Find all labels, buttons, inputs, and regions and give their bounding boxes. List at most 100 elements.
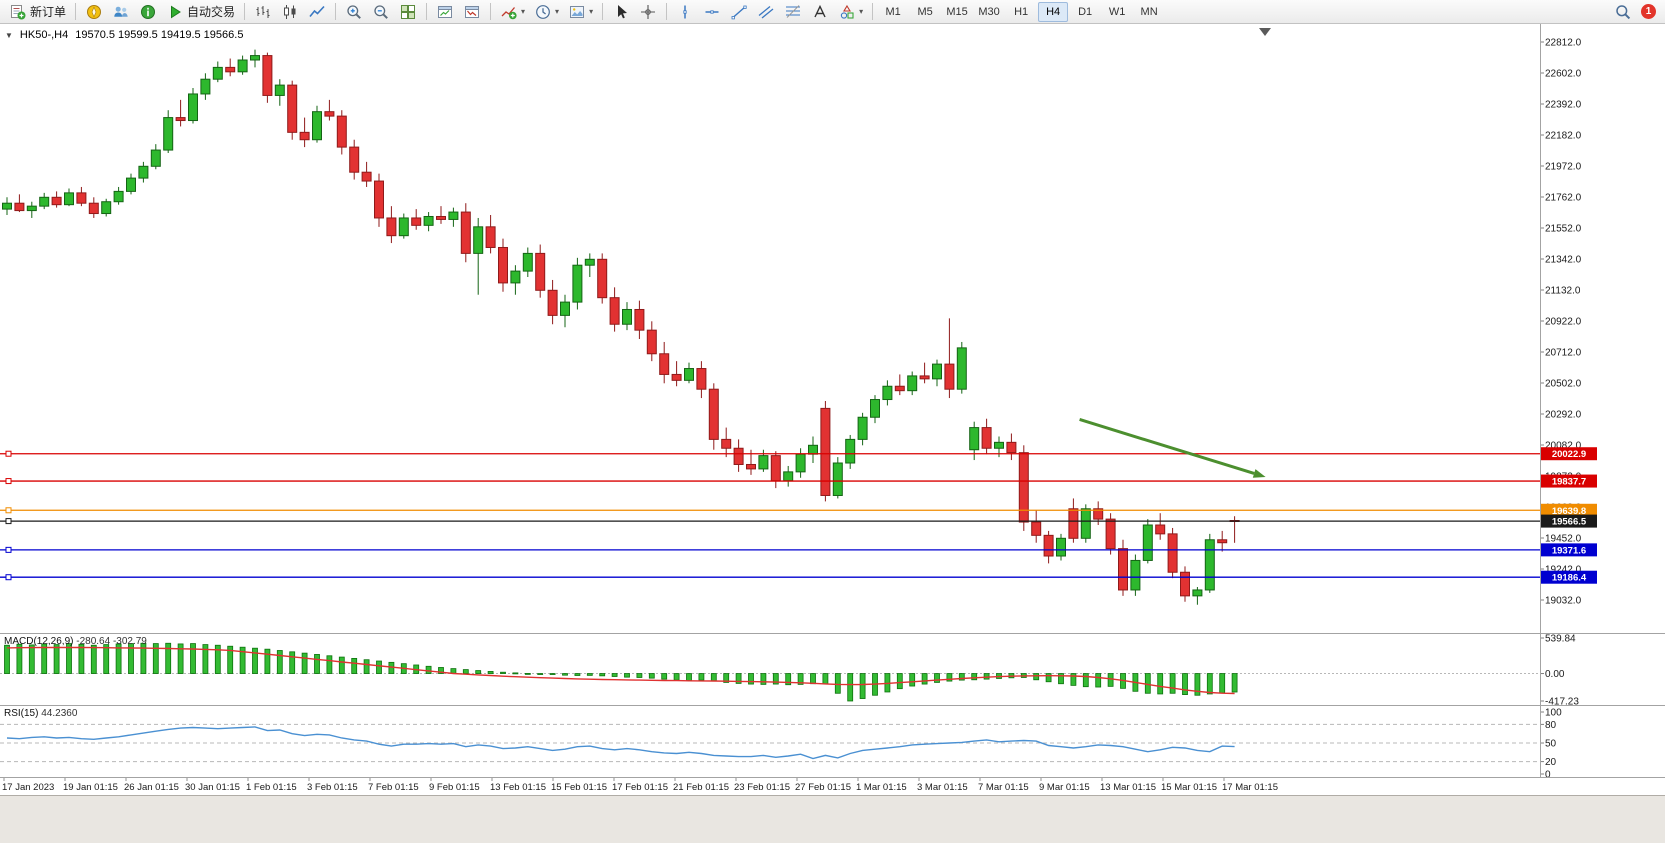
periods-button[interactable]: ▾ xyxy=(530,1,563,23)
svg-text:19 Jan 01:15: 19 Jan 01:15 xyxy=(63,782,118,793)
trend-arrow[interactable] xyxy=(1079,418,1266,478)
chart-area: 22812.0 22602.0 22392.0 22182.0 21972.0 21762… xyxy=(0,24,1665,843)
svg-text:20082.0: 20082.0 xyxy=(1545,441,1582,452)
equidistant-channel-button[interactable] xyxy=(753,1,779,23)
line-handle[interactable] xyxy=(5,450,12,457)
svg-text:9 Feb 01:15: 9 Feb 01:15 xyxy=(429,782,480,793)
text-label-button[interactable] xyxy=(807,1,833,23)
vline-icon xyxy=(683,5,687,18)
line-chart-button[interactable] xyxy=(304,1,330,23)
timeframe-d1[interactable]: D1 xyxy=(1078,5,1093,18)
toolbar-separator xyxy=(335,3,337,20)
template-icon xyxy=(570,5,585,18)
timeframe-h1[interactable]: H1 xyxy=(1014,5,1029,18)
svg-text:21972.0: 21972.0 xyxy=(1545,162,1582,173)
timeframe-toolbar: M1 M5 M15 M30 H1 H4 D1 W1 MN xyxy=(878,1,1164,22)
horizontal-line-button[interactable] xyxy=(699,1,725,23)
line-handle[interactable] xyxy=(5,574,12,581)
price-line-19371-6[interactable] xyxy=(0,546,1540,553)
timeframe-w1[interactable]: W1 xyxy=(1108,5,1126,18)
timeframe-h4[interactable]: H4 xyxy=(1038,1,1069,22)
bar-chart-button[interactable] xyxy=(250,1,276,23)
macd-signal-line xyxy=(6,646,1235,695)
svg-text:21342.0: 21342.0 xyxy=(1545,255,1582,266)
svg-text:20: 20 xyxy=(1545,757,1557,768)
svg-text:27 Feb 01:15: 27 Feb 01:15 xyxy=(795,782,851,793)
price-tag-19639-8: 19639.8 xyxy=(1541,503,1597,517)
line-handle[interactable] xyxy=(5,546,12,553)
notification-badge[interactable]: 1 xyxy=(1641,4,1656,19)
svg-text:13 Feb 01:15: 13 Feb 01:15 xyxy=(490,782,546,793)
cursor-button[interactable] xyxy=(608,1,634,23)
help-button[interactable] xyxy=(135,1,161,23)
svg-text:19566.5: 19566.5 xyxy=(1552,517,1587,528)
new-order-button[interactable]: 新订单 xyxy=(5,1,70,23)
text-icon xyxy=(814,4,826,17)
timeframe-m30[interactable]: M30 xyxy=(978,5,1000,18)
toolbar-separator xyxy=(426,3,428,20)
templates-button[interactable]: ▾ xyxy=(564,1,597,23)
svg-text:21 Feb 01:15: 21 Feb 01:15 xyxy=(673,782,729,793)
timeframe-mn[interactable]: MN xyxy=(1140,5,1158,18)
svg-text:20712.0: 20712.0 xyxy=(1545,348,1582,359)
svg-text:13 Mar 01:15: 13 Mar 01:15 xyxy=(1100,782,1156,793)
search-button[interactable] xyxy=(1610,1,1636,23)
new-order-button-label: 新订单 xyxy=(30,5,67,19)
candlestick-series xyxy=(2,49,1240,605)
candlestick-chart-button[interactable] xyxy=(277,1,303,23)
toolbar-separator xyxy=(75,3,77,20)
fibonacci-button[interactable] xyxy=(780,1,806,23)
price-tag-19186-4: 19186.4 xyxy=(1541,570,1597,584)
rsi-level-lines xyxy=(0,723,1540,763)
indicators-button[interactable]: ▾ xyxy=(496,1,529,23)
chart-canvas[interactable]: 22812.0 22602.0 22392.0 22182.0 21972.0 21762… xyxy=(0,24,1665,843)
trendline-button[interactable] xyxy=(726,1,752,23)
community-button[interactable] xyxy=(108,1,134,23)
one-click-trading-toggle-icon[interactable]: ▼ xyxy=(5,30,13,40)
svg-text:0: 0 xyxy=(1545,770,1551,781)
bars-icon xyxy=(256,5,270,18)
metaeditor-button[interactable] xyxy=(81,1,107,23)
trendline-icon xyxy=(731,5,747,19)
svg-text:17 Feb 01:15: 17 Feb 01:15 xyxy=(612,782,668,793)
price-line-19639-8[interactable] xyxy=(0,507,1540,514)
arrows-button[interactable]: ▾ xyxy=(834,1,867,23)
tile-windows-button[interactable] xyxy=(395,1,421,23)
svg-text:0.00: 0.00 xyxy=(1545,669,1565,680)
vertical-line-button[interactable] xyxy=(672,1,698,23)
chart-shift-marker[interactable] xyxy=(1259,28,1271,36)
new-chart-button[interactable] xyxy=(432,1,458,23)
svg-text:19186.4: 19186.4 xyxy=(1552,573,1587,584)
dropdown-caret-icon: ▾ xyxy=(521,6,526,16)
price-line-19566-5[interactable] xyxy=(0,518,1540,525)
svg-text:7 Mar 01:15: 7 Mar 01:15 xyxy=(978,782,1029,793)
price-line-19186-4[interactable] xyxy=(0,574,1540,581)
date-axis: 17 Jan 2023 19 Jan 01:15 26 Jan 01:15 30 Ja… xyxy=(2,777,1278,793)
price-line-19837-7[interactable] xyxy=(0,478,1540,485)
zoom-in-button[interactable] xyxy=(341,1,367,23)
auto-trading-button[interactable]: 自动交易 xyxy=(162,1,239,23)
svg-text:20292.0: 20292.0 xyxy=(1545,410,1582,421)
line-handle[interactable] xyxy=(5,518,12,525)
svg-text:23 Feb 01:15: 23 Feb 01:15 xyxy=(734,782,790,793)
svg-text:539.84: 539.84 xyxy=(1545,634,1576,645)
svg-text:15 Feb 01:15: 15 Feb 01:15 xyxy=(551,782,607,793)
crosshair-button[interactable] xyxy=(635,1,661,23)
timeframe-m5[interactable]: M5 xyxy=(917,5,933,18)
svg-text:22182.0: 22182.0 xyxy=(1545,131,1582,142)
svg-text:100: 100 xyxy=(1545,708,1562,719)
chart-list-button[interactable] xyxy=(459,1,485,23)
zoom-out-button[interactable] xyxy=(368,1,394,23)
timeframe-m15[interactable]: M15 xyxy=(946,5,968,18)
dropdown-caret-icon: ▾ xyxy=(859,6,864,16)
timeframe-m1[interactable]: M1 xyxy=(885,5,901,18)
line-handle[interactable] xyxy=(5,507,12,514)
price-line-20022-9[interactable] xyxy=(0,450,1540,457)
new-order-icon xyxy=(11,4,26,19)
zoom-out-icon xyxy=(374,4,388,19)
line-handle[interactable] xyxy=(5,478,12,485)
svg-text:19371.6: 19371.6 xyxy=(1552,545,1586,556)
grid-icon xyxy=(401,4,416,19)
svg-text:1 Mar 01:15: 1 Mar 01:15 xyxy=(856,782,907,793)
